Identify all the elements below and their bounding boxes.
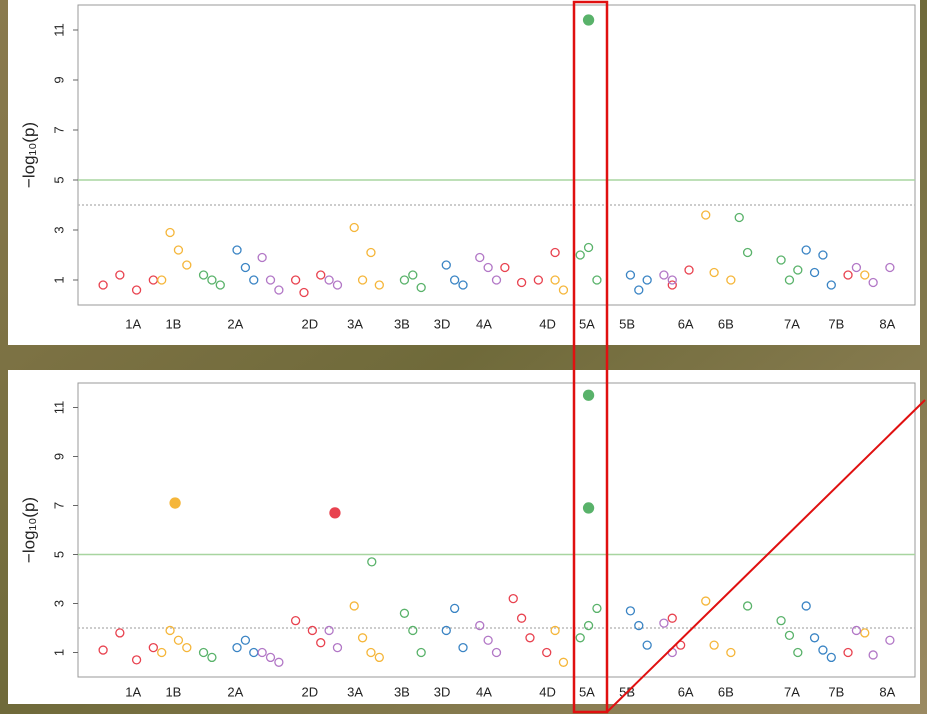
x-tick-label: 3B xyxy=(394,316,410,331)
y-tick-label: 9 xyxy=(51,76,66,83)
x-tick-label: 4A xyxy=(476,316,492,331)
x-tick-label: 8A xyxy=(879,316,895,331)
y-tick-label: 1 xyxy=(51,276,66,283)
x-tick-label: 1A xyxy=(125,684,141,699)
x-tick-label: 5A xyxy=(579,316,595,331)
point xyxy=(170,498,180,508)
y-tick-label: 11 xyxy=(51,23,66,37)
x-tick-label: 2D xyxy=(302,316,319,331)
figure: 1 3 5 7 9 11 1A 1B 2A 2D 3A 3B 3D 4A 4D 5A 5B 6A 6B 7A 7B 8A −… xyxy=(0,0,927,714)
y-tick-label: 1 xyxy=(51,649,66,656)
y-tick-label: 3 xyxy=(51,226,66,233)
y-tick-label: 3 xyxy=(51,600,66,607)
y-tick-label: 9 xyxy=(51,453,66,460)
y-tick-label: 5 xyxy=(51,176,66,183)
x-tick-label: 1B xyxy=(165,684,181,699)
x-tick-label: 1B xyxy=(165,316,181,331)
x-tick-label: 6B xyxy=(718,316,734,331)
x-tick-label: 7A xyxy=(784,316,800,331)
x-tick-label: 3A xyxy=(347,316,363,331)
x-tick-label: 3A xyxy=(347,684,363,699)
y-tick-label: 5 xyxy=(51,551,66,558)
x-tick-label: 3D xyxy=(434,316,451,331)
point xyxy=(584,15,594,25)
point xyxy=(584,503,594,513)
x-tick-label: 7B xyxy=(828,684,844,699)
x-tick-label: 4D xyxy=(539,684,556,699)
x-tick-label: 7B xyxy=(828,316,844,331)
x-tick-label: 2D xyxy=(302,684,319,699)
y-axis-title: −log₁₀(p) xyxy=(19,497,38,563)
y-axis-title: −log₁₀(p) xyxy=(19,122,38,188)
x-tick-label: 1A xyxy=(125,316,141,331)
x-tick-label: 4A xyxy=(476,684,492,699)
point xyxy=(330,508,340,518)
x-tick-label: 4D xyxy=(539,316,556,331)
x-tick-label: 2A xyxy=(227,316,243,331)
x-tick-label: 3D xyxy=(434,684,451,699)
x-tick-label: 6A xyxy=(678,684,694,699)
x-tick-label: 7A xyxy=(784,684,800,699)
y-tick-label: 7 xyxy=(51,126,66,133)
y-tick-label: 7 xyxy=(51,502,66,509)
x-tick-label: 2A xyxy=(227,684,243,699)
x-tick-label: 5A xyxy=(579,684,595,699)
x-tick-label: 6A xyxy=(678,316,694,331)
x-tick-label: 8A xyxy=(879,684,895,699)
x-tick-label: 5B xyxy=(619,316,635,331)
point xyxy=(584,390,594,400)
plot-area xyxy=(78,5,915,305)
x-tick-label: 6B xyxy=(718,684,734,699)
y-tick-label: 11 xyxy=(51,401,66,415)
plot-area xyxy=(78,383,915,677)
x-tick-label: 3B xyxy=(394,684,410,699)
